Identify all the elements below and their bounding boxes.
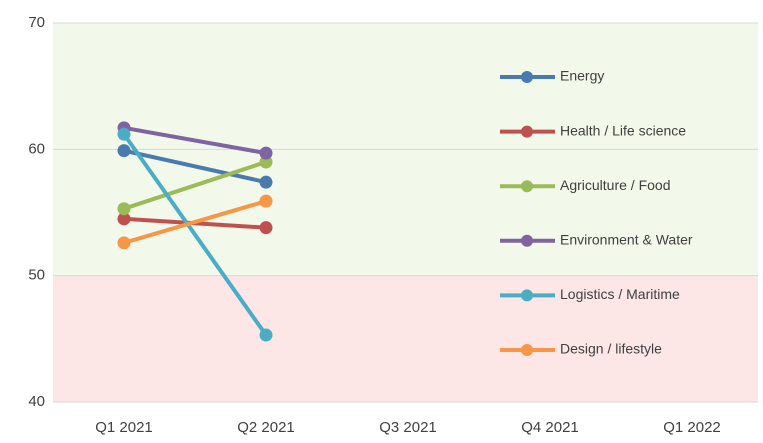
legend-marker	[521, 344, 533, 356]
data-point	[259, 146, 273, 160]
series-line	[122, 133, 268, 337]
x-tick-label: Q4 2021	[521, 419, 579, 436]
x-tick-label: Q1 2022	[663, 419, 721, 436]
legend-label: Logistics / Maritime	[560, 286, 680, 302]
x-tick-label: Q1 2021	[95, 419, 153, 436]
x-tick-label: Q2 2021	[237, 419, 295, 436]
y-tick-label: 50	[28, 267, 45, 284]
legend-label: Agriculture / Food	[560, 177, 671, 193]
legend-label: Environment & Water	[560, 232, 693, 248]
legend-label: Health / Life science	[560, 122, 686, 138]
legend-marker	[521, 289, 533, 302]
legend-marker	[521, 234, 533, 247]
data-point	[117, 202, 131, 216]
data-point	[117, 236, 131, 250]
legend-label: Energy	[560, 68, 604, 84]
y-tick-label: 60	[28, 140, 45, 157]
data-point	[117, 212, 131, 226]
series-line	[123, 199, 267, 245]
y-tick-label: 70	[28, 14, 45, 31]
data-point	[117, 127, 131, 141]
data-point	[117, 144, 131, 158]
legend-marker	[521, 71, 533, 83]
x-tick-label: Q3 2021	[379, 419, 437, 436]
data-point	[259, 221, 273, 235]
data-point	[259, 328, 273, 342]
legend-marker	[521, 125, 533, 138]
legend-marker	[521, 180, 533, 193]
series-line	[123, 160, 267, 211]
data-point	[259, 175, 273, 189]
background-band	[53, 275, 758, 402]
y-tick-label: 40	[28, 393, 45, 410]
data-point	[259, 194, 273, 208]
legend-label: Design / lifestyle	[560, 341, 662, 357]
series-line	[123, 148, 267, 185]
series-line	[123, 125, 267, 156]
